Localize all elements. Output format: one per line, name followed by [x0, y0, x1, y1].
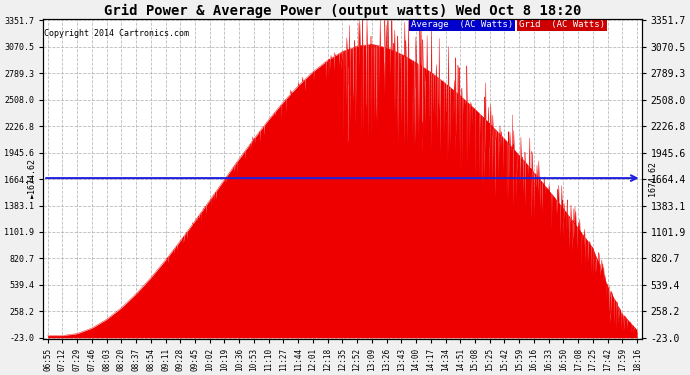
Text: Grid  (AC Watts): Grid (AC Watts) [519, 21, 605, 30]
Text: Copyright 2014 Cartronics.com: Copyright 2014 Cartronics.com [43, 29, 189, 38]
Text: 1674.62: 1674.62 [647, 160, 657, 196]
Text: Average  (AC Watts): Average (AC Watts) [411, 21, 513, 30]
Text: ►1674.62: ►1674.62 [28, 158, 37, 198]
Title: Grid Power & Average Power (output watts) Wed Oct 8 18:20: Grid Power & Average Power (output watts… [104, 4, 581, 18]
